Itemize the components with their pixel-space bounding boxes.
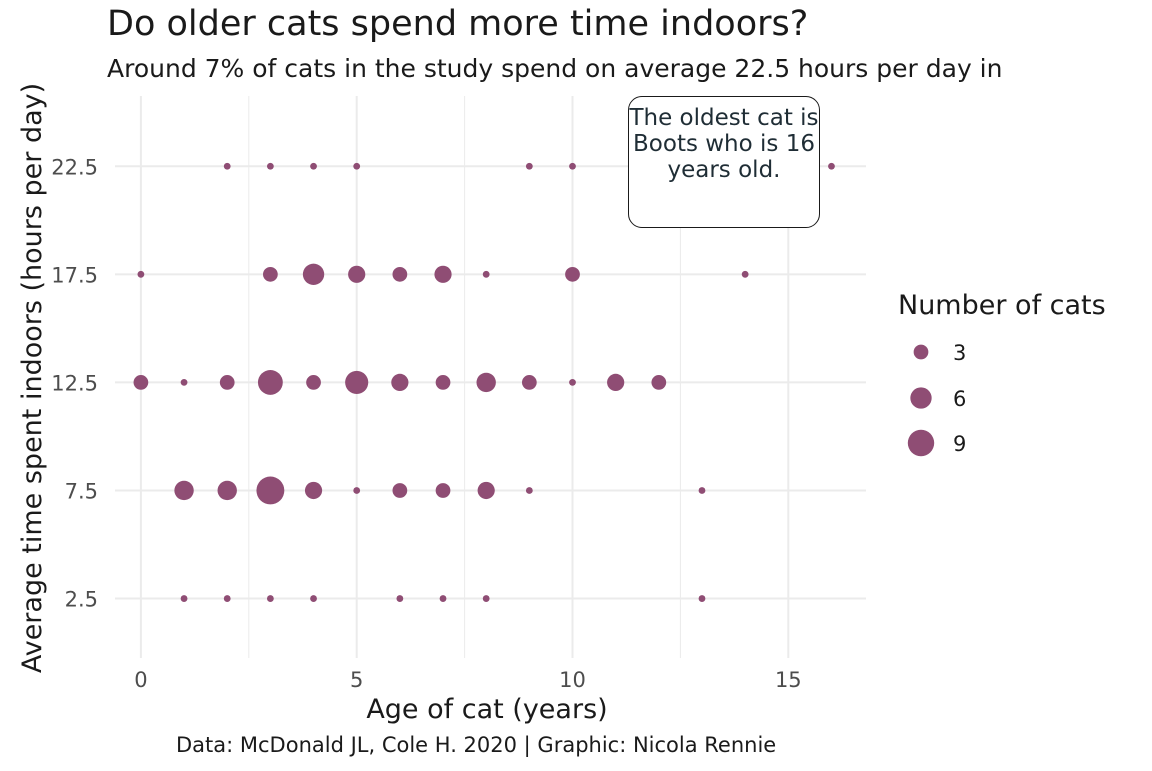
data-point bbox=[525, 487, 533, 494]
data-point bbox=[310, 595, 317, 602]
data-point bbox=[257, 369, 283, 395]
data-point bbox=[306, 375, 321, 390]
data-points bbox=[133, 162, 835, 602]
data-point bbox=[482, 595, 490, 602]
data-point bbox=[174, 480, 194, 501]
data-point bbox=[569, 162, 576, 170]
data-point bbox=[137, 270, 145, 278]
legend-key-point bbox=[913, 344, 929, 360]
data-point bbox=[521, 375, 537, 390]
x-tick-label: 5 bbox=[350, 668, 363, 692]
x-axis-title: Age of cat (years) bbox=[366, 694, 607, 725]
data-point bbox=[698, 595, 706, 602]
data-point bbox=[353, 487, 361, 494]
data-point bbox=[353, 162, 361, 170]
data-point bbox=[569, 379, 576, 386]
data-point bbox=[651, 375, 667, 390]
legend-label: 9 bbox=[953, 432, 966, 456]
x-tick-label: 10 bbox=[559, 668, 586, 692]
data-point bbox=[828, 162, 835, 170]
legend-title: Number of cats bbox=[898, 290, 1106, 321]
data-point bbox=[310, 162, 317, 170]
data-point bbox=[525, 162, 533, 170]
data-point bbox=[435, 483, 451, 498]
legend-key-point bbox=[910, 387, 932, 409]
data-point bbox=[698, 487, 706, 494]
size-legend: Number of cats 3 6 9 bbox=[898, 290, 1106, 457]
y-tick-label: 12.5 bbox=[51, 371, 98, 395]
chart-title: Do older cats spend more time indoors? bbox=[107, 4, 809, 44]
data-point bbox=[217, 480, 237, 501]
data-point bbox=[477, 481, 495, 500]
data-point bbox=[263, 266, 278, 282]
data-point bbox=[391, 373, 409, 392]
data-point bbox=[439, 595, 447, 602]
data-point bbox=[392, 266, 408, 282]
data-point bbox=[180, 379, 188, 386]
data-point bbox=[223, 162, 231, 170]
data-point bbox=[565, 266, 580, 282]
chart-caption: Data: McDonald JL, Cole H. 2020 | Graphi… bbox=[176, 733, 777, 757]
grid-lines bbox=[115, 96, 866, 658]
data-point bbox=[435, 375, 451, 390]
data-point bbox=[741, 270, 749, 278]
legend-key-point bbox=[907, 429, 935, 457]
data-point bbox=[219, 375, 235, 390]
data-point bbox=[392, 483, 408, 498]
y-tick-label: 22.5 bbox=[51, 155, 98, 179]
data-point bbox=[133, 375, 149, 390]
data-point bbox=[345, 370, 369, 394]
data-point bbox=[434, 265, 452, 283]
data-point bbox=[266, 162, 274, 170]
data-point bbox=[266, 595, 274, 602]
legend-label: 3 bbox=[953, 341, 966, 365]
chart-subtitle: Around 7% of cats in the study spend on … bbox=[107, 54, 1003, 83]
data-point bbox=[396, 595, 404, 602]
data-point bbox=[304, 481, 323, 500]
data-point bbox=[476, 372, 496, 393]
y-axis-title: Average time spent indoors (hours per da… bbox=[17, 83, 48, 673]
legend-label: 6 bbox=[953, 387, 966, 411]
x-tick-label: 15 bbox=[775, 668, 802, 692]
data-point bbox=[223, 595, 231, 602]
y-tick-label: 17.5 bbox=[51, 263, 98, 287]
data-point bbox=[482, 270, 490, 278]
data-point bbox=[348, 265, 366, 283]
data-point bbox=[607, 373, 625, 392]
data-point bbox=[180, 595, 188, 602]
y-tick-label: 7.5 bbox=[65, 479, 98, 503]
annotation-box: The oldest cat is Boots who is 16 years … bbox=[628, 96, 820, 228]
x-tick-label: 0 bbox=[134, 668, 147, 692]
y-tick-label: 2.5 bbox=[65, 588, 98, 612]
data-point bbox=[256, 476, 285, 505]
data-point bbox=[302, 263, 325, 285]
axis-ticks: 0 5 10 15 2.5 7.5 12.5 17.5 22.5 bbox=[51, 155, 801, 692]
